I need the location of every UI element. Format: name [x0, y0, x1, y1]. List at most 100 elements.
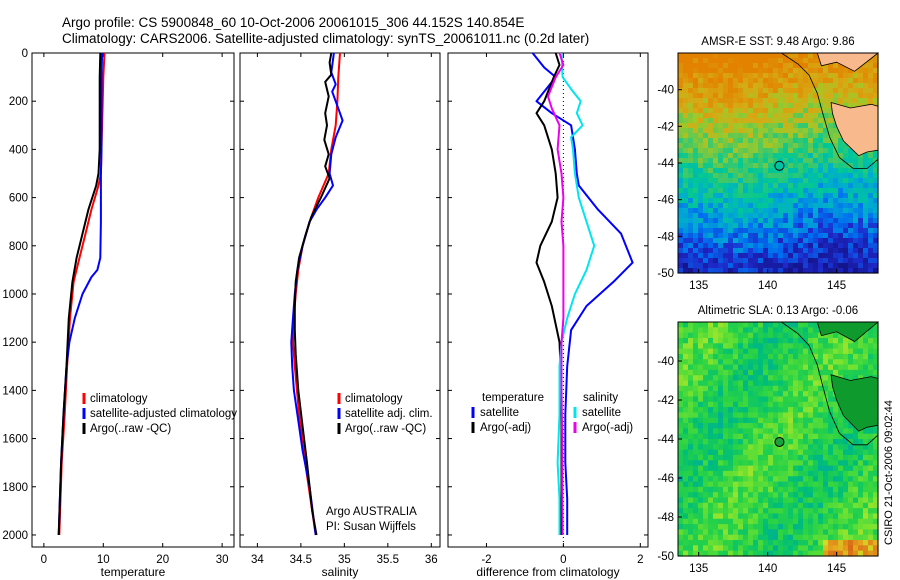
altimetric-sla-map-cell: [738, 359, 744, 366]
altimetric-sla-map-cell: [718, 460, 724, 467]
amsr-e-sst-map-cell: [743, 93, 749, 99]
altimetric-sla-map-cell: [808, 481, 814, 488]
amsr-e-sst-map-cell: [748, 78, 754, 84]
altimetric-sla-map-cell: [793, 385, 799, 392]
amsr-e-sst-map-cell: [818, 63, 824, 69]
altimetric-sla-map-cell: [803, 465, 809, 472]
amsr-e-sst-map-cell: [773, 148, 779, 154]
altimetric-sla-map-cell: [813, 476, 819, 483]
altimetric-sla-map-cell: [728, 391, 734, 398]
altimetric-sla-map-cell: [793, 481, 799, 488]
altimetric-sla-map-cell: [848, 369, 854, 376]
altimetric-sla-map-cell: [838, 492, 844, 499]
amsr-e-sst-map-cell: [773, 253, 779, 259]
amsr-e-sst-map-cell: [818, 168, 824, 174]
altimetric-sla-map-cell: [768, 359, 774, 366]
amsr-e-sst-lat-tick-label: -46: [657, 195, 674, 207]
altimetric-sla-map-cell: [858, 534, 864, 541]
altimetric-sla-map-cell: [773, 412, 779, 419]
altimetric-sla-map-cell: [808, 359, 814, 366]
amsr-e-sst-map-cell: [763, 133, 769, 139]
altimetric-sla-map-cell: [678, 407, 684, 414]
amsr-e-sst-map-cell: [738, 213, 744, 219]
altimetric-sla-lat-tick-label: -40: [657, 356, 674, 368]
altimetric-sla-map-cell: [728, 545, 734, 552]
amsr-e-sst-map-cell: [708, 213, 714, 219]
altimetric-sla-map-cell: [808, 540, 814, 546]
amsr-e-sst-map-cell: [763, 128, 769, 134]
altimetric-sla-map-cell: [718, 513, 724, 520]
altimetric-sla-map-cell: [813, 423, 819, 429]
amsr-e-sst-map-cell: [803, 68, 809, 74]
amsr-e-sst-map-cell: [758, 118, 764, 124]
amsr-e-sst-map-cell: [708, 73, 714, 79]
altimetric-sla-map-cell: [768, 353, 774, 360]
altimetric-sla-map-cell: [778, 412, 784, 419]
altimetric-sla-map-cell: [748, 423, 754, 429]
amsr-e-sst-map-cell: [713, 218, 719, 224]
altimetric-sla-map-cell: [728, 444, 734, 451]
altimetric-sla-map-cell: [863, 359, 869, 366]
altimetric-sla-map-cell: [733, 518, 739, 525]
altimetric-sla-map-cell: [833, 353, 839, 360]
amsr-e-sst-map-cell: [703, 118, 709, 124]
altimetric-sla-map-cell: [788, 545, 794, 552]
amsr-e-sst-map-cell: [818, 213, 824, 219]
amsr-e-sst-map-cell: [718, 168, 724, 174]
amsr-e-sst-map-cell: [808, 143, 814, 149]
amsr-e-sst-map-cell: [728, 248, 734, 254]
salinity-xtick-label: 35.5: [377, 554, 399, 566]
altimetric-sla-map-cell: [758, 481, 764, 488]
altimetric-sla-map-cell: [848, 529, 854, 536]
altimetric-sla-map-cell: [788, 337, 794, 344]
amsr-e-sst-map-cell: [763, 153, 769, 159]
altimetric-sla-lon-tick-label: 145: [827, 563, 846, 575]
amsr-e-sst-map-cell: [683, 198, 689, 204]
amsr-e-sst-map-cell: [838, 68, 844, 74]
amsr-e-sst-map-cell: [768, 168, 774, 174]
amsr-e-sst-map-cell: [868, 193, 874, 199]
altimetric-sla-map-cell: [738, 337, 744, 344]
altimetric-sla-map-cell: [813, 353, 819, 360]
amsr-e-sst-map-cell: [763, 53, 769, 59]
altimetric-sla-map-cell: [763, 513, 769, 520]
altimetric-sla-map-cell: [793, 364, 799, 371]
altimetric-sla-map-cell: [758, 375, 764, 382]
altimetric-sla-map-cell: [798, 465, 804, 472]
altimetric-sla-map-cell: [863, 508, 869, 515]
amsr-e-sst-map-cell: [858, 173, 864, 179]
amsr-e-sst-map-cell: [783, 223, 789, 229]
altimetric-sla-map-cell: [688, 433, 694, 440]
amsr-e-sst-map-cell: [838, 98, 844, 104]
altimetric-sla-map-cell: [823, 428, 829, 435]
altimetric-sla-map-cell: [708, 337, 714, 344]
amsr-e-sst-map-cell: [838, 193, 844, 199]
altimetric-sla-map-cell: [718, 407, 724, 414]
amsr-e-sst-map-cell: [838, 173, 844, 179]
altimetric-sla-map-cell: [683, 327, 689, 334]
amsr-e-sst-map-cell: [858, 153, 864, 159]
amsr-e-sst-map-cell: [753, 198, 759, 204]
altimetric-sla-map-cell: [778, 460, 784, 467]
amsr-e-sst-map-cell: [808, 208, 814, 214]
amsr-e-sst-map-cell: [688, 78, 694, 84]
amsr-e-sst-map-cell: [753, 233, 759, 239]
amsr-e-sst-map-cell: [798, 68, 804, 74]
amsr-e-sst-map-cell: [693, 163, 699, 169]
altimetric-sla-map-cell: [713, 369, 719, 376]
amsr-e-sst-map-cell: [803, 53, 809, 59]
altimetric-sla-map-cell: [718, 385, 724, 392]
amsr-e-sst-map-cell: [693, 228, 699, 234]
altimetric-sla-map-cell: [808, 439, 814, 445]
amsr-e-sst-map-cell: [793, 213, 799, 219]
amsr-e-sst-map-cell: [873, 68, 879, 74]
altimetric-sla-map-cell: [843, 343, 849, 350]
amsr-e-sst-map-cell: [738, 63, 744, 69]
altimetric-sla-map-cell: [823, 513, 829, 520]
altimetric-sla-map-cell: [768, 401, 774, 408]
altimetric-sla-map-cell: [713, 529, 719, 536]
amsr-e-sst-map-cell: [818, 188, 824, 194]
amsr-e-sst-map-cell: [763, 108, 769, 114]
altimetric-sla-map-cell: [828, 529, 834, 536]
amsr-e-sst-map-cell: [743, 268, 749, 274]
